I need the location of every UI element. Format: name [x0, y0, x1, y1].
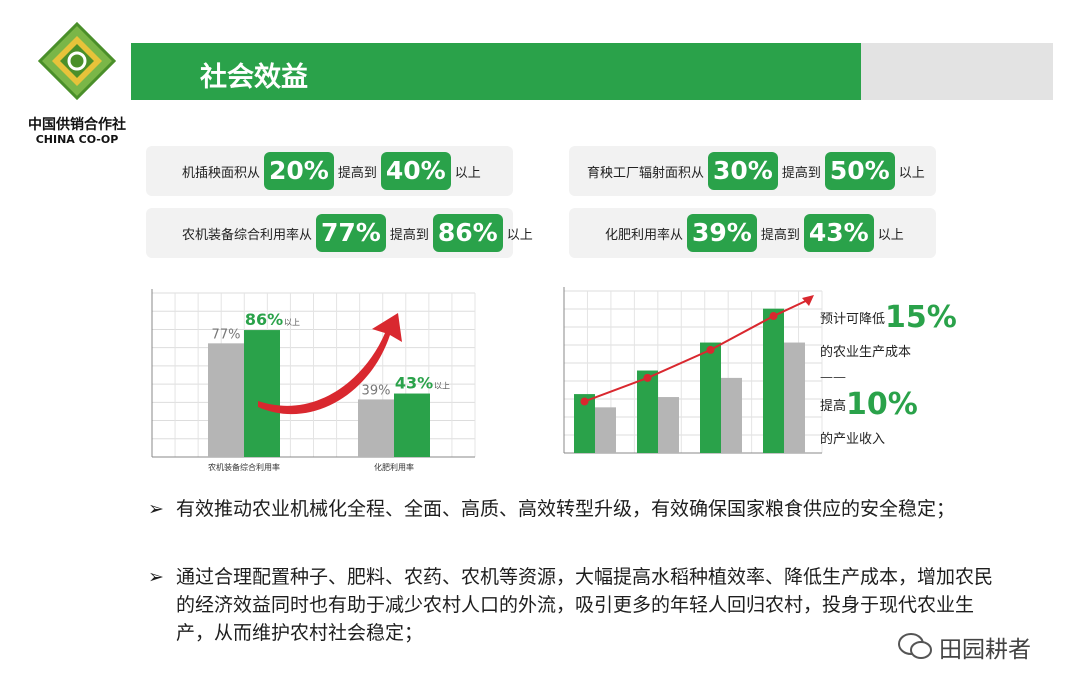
stat-from-value: 20%	[264, 152, 334, 190]
stat-to-value: 40%	[380, 152, 451, 190]
stat-from-value: 30%	[708, 152, 778, 190]
stat-box: 农机装备综合利用率从 77% 提高到 86% 以上	[146, 208, 533, 258]
stat-label: 育秧工厂辐射面积从	[587, 165, 705, 181]
logo-name-cn: 中国供销合作社	[28, 117, 126, 133]
divider: ——	[820, 370, 846, 385]
bar-after-label: 86%	[245, 310, 283, 329]
china-coop-emblem-icon	[38, 22, 116, 100]
cost-reduction-value: 15%	[885, 300, 957, 335]
cost-reduction-line: 预计可降低15%	[820, 300, 1000, 335]
bar-after	[394, 393, 430, 457]
stat-connector: 提高到	[389, 227, 429, 243]
stat-label: 化肥利用率从	[605, 227, 684, 243]
bar-after-suffix: 以上	[434, 382, 450, 391]
bullet-text: 有效推动农业机械化全程、全面、高质、高效转型升级，有效确保国家粮食供应的安全稳定…	[176, 498, 956, 520]
trend-point	[643, 373, 652, 382]
stat-from-value: 77%	[316, 214, 386, 252]
category-label: 化肥利用率	[374, 462, 414, 472]
trend-point	[706, 345, 715, 354]
watermark: 田园耕者	[897, 630, 1031, 664]
header-accent	[861, 43, 1053, 100]
bar-gray	[658, 397, 679, 453]
stat-box: 育秧工厂辐射面积从 30% 提高到 50% 以上	[569, 146, 936, 196]
watermark-text: 田园耕者	[939, 637, 1031, 663]
bar-after-suffix: 以上	[284, 318, 300, 327]
bar-green	[763, 308, 784, 453]
bar-after	[244, 330, 280, 457]
arrow-bullet-icon: ➢	[148, 498, 164, 520]
stat-to-value: 86%	[432, 214, 503, 252]
stat-connector: 提高到	[337, 165, 377, 181]
bar-before	[208, 343, 244, 457]
stat-suffix: 以上	[898, 165, 925, 181]
benefit-summary: 预计可降低15% 的农业生产成本 —— 提高10% 的产业收入	[820, 300, 1000, 447]
logo: 中国供销合作社 CHINA CO-OP	[18, 22, 136, 150]
category-label: 农机装备综合利用率	[208, 462, 280, 472]
arrow-bullet-icon: ➢	[148, 566, 164, 588]
income-line: 提高10%	[820, 387, 1000, 422]
bar-green	[700, 342, 721, 453]
bullet-text: 通过合理配置种子、肥料、农药、农机等资源，大幅提高水稻种植效率、降低生产成本，增…	[176, 566, 994, 644]
trend-arrow-icon	[802, 295, 814, 306]
income-prefix: 提高	[820, 399, 847, 414]
bar-before	[358, 399, 394, 457]
stat-to-value: 43%	[803, 214, 874, 252]
bar-after-label: 43%	[395, 374, 433, 393]
bar-green	[574, 394, 595, 453]
stat-label: 机插秧面积从	[182, 165, 261, 181]
income-value: 10%	[846, 387, 918, 422]
trend-point	[769, 312, 778, 321]
stat-box: 化肥利用率从 39% 提高到 43% 以上	[569, 208, 936, 258]
trend-bar-chart	[563, 287, 823, 454]
page-title: 社会效益	[200, 62, 308, 93]
stat-box: 机插秧面积从 20% 提高到 40% 以上	[146, 146, 513, 196]
bar-before-label: 39%	[362, 383, 391, 398]
stat-label: 农机装备综合利用率从	[182, 227, 313, 243]
bar-before-label: 77%	[212, 327, 241, 342]
cost-reduction-caption: 的农业生产成本	[820, 345, 912, 360]
logo-name-en: CHINA CO-OP	[35, 133, 119, 146]
bar-gray	[784, 342, 805, 453]
bar-green	[637, 370, 658, 453]
income-caption: 的产业收入	[820, 432, 886, 447]
bar-gray	[595, 407, 616, 453]
stat-suffix: 以上	[506, 227, 533, 243]
stat-connector: 提高到	[760, 227, 800, 243]
stat-to-value: 50%	[824, 152, 895, 190]
stat-from-value: 39%	[687, 214, 757, 252]
stat-suffix: 以上	[877, 227, 904, 243]
bar-gray	[721, 377, 742, 453]
growth-arrow-icon	[258, 313, 402, 415]
stat-connector: 提高到	[781, 165, 821, 181]
stat-suffix: 以上	[454, 165, 481, 181]
trend-point	[580, 397, 589, 406]
wechat-icon	[898, 633, 932, 659]
cost-reduction-prefix: 预计可降低	[820, 312, 886, 327]
header-bar	[131, 43, 861, 100]
